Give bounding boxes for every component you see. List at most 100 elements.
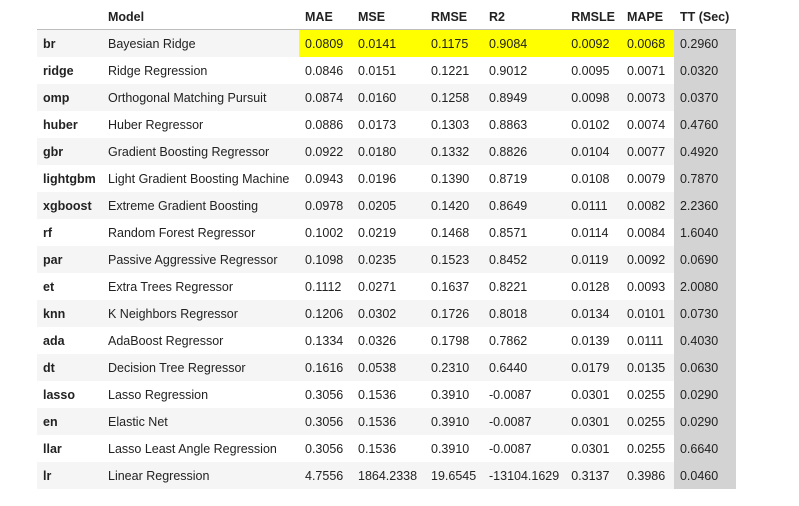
cell-rmsle: 0.0102 (571, 117, 610, 132)
cell-tt: 0.0730 (673, 300, 736, 327)
cell-rmse: 0.1390 (431, 171, 470, 186)
cell-mae: 0.1098 (299, 246, 352, 273)
cell-mse: 0.0141 (352, 29, 425, 57)
cell-rmse: 0.1726 (425, 300, 483, 327)
cell-mse: 1864.2338 (352, 462, 425, 489)
cell-tt: 0.4920 (673, 138, 736, 165)
cell-tt: 0.0290 (673, 408, 736, 435)
cell-r2: 0.6440 (483, 354, 566, 381)
header-model: Model (102, 4, 299, 30)
cell-mape: 0.0092 (620, 246, 674, 273)
cell-rmsle: 0.0301 (565, 408, 621, 435)
cell-tt: 0.0460 (673, 462, 736, 489)
header-index (37, 4, 102, 30)
cell-rmsle: 0.3137 (565, 462, 621, 489)
table-row: ada AdaBoost Regressor 0.1334 0.0326 0.1798 0… (37, 327, 736, 354)
cell-model: Linear Regression (102, 462, 299, 489)
cell-r2: 0.9084 (483, 29, 566, 57)
cell-rmse: 0.3910 (431, 387, 470, 402)
cell-model: Extra Trees Regressor (108, 279, 234, 294)
cell-r2: 0.8018 (483, 300, 566, 327)
cell-rmsle: 0.0134 (565, 300, 621, 327)
cell-idx: omp (37, 84, 102, 111)
cell-rmsle: 0.0139 (571, 333, 610, 348)
cell-idx: rf (43, 225, 53, 240)
cell-mse: 0.0235 (352, 246, 425, 273)
cell-idx: ada (43, 333, 65, 348)
cell-model: Lasso Least Angle Regression (108, 441, 277, 456)
cell-rmse: 0.1468 (431, 225, 470, 240)
cell-model: Gradient Boosting Regressor (102, 138, 299, 165)
cell-mae: 0.0943 (305, 171, 344, 186)
cell-rmse: 0.1303 (431, 117, 470, 132)
table-row: ridge Ridge Regression 0.0846 0.0151 0.1221 0… (37, 57, 736, 84)
cell-mse: 0.0219 (358, 225, 397, 240)
cell-rmsle: 0.0179 (565, 354, 621, 381)
header-rmsle: RMSLE (565, 4, 621, 30)
cell-rmse: 19.6545 (425, 462, 483, 489)
table-row: lasso Lasso Regression 0.3056 0.1536 0.3910 -… (37, 381, 736, 408)
cell-model: K Neighbors Regressor (102, 300, 299, 327)
table-row: llar Lasso Least Angle Regression 0.3056 0.… (37, 435, 736, 462)
cell-tt: 2.2360 (673, 192, 736, 219)
table-row: br Bayesian Ridge 0.0809 0.0141 0.1175 0.9084… (37, 29, 736, 57)
table-row: gbr Gradient Boosting Regressor 0.0922 0.01… (37, 138, 736, 165)
cell-rmse: 0.1420 (425, 192, 483, 219)
cell-tt: 0.4030 (673, 327, 736, 354)
cell-model: Extreme Gradient Boosting (102, 192, 299, 219)
cell-mae: 0.0874 (299, 84, 352, 111)
cell-model: Elastic Net (102, 408, 299, 435)
header-row: Model MAE MSE RMSE R2 RMSLE MAPE TT (Sec… (37, 4, 736, 30)
cell-mape: 0.0071 (626, 63, 666, 78)
cell-tt: 0.0290 (673, 381, 736, 408)
cell-r2: 0.8452 (483, 246, 566, 273)
cell-idx: par (37, 246, 102, 273)
cell-mape: 0.0079 (626, 171, 666, 186)
cell-mae: 4.7556 (299, 462, 352, 489)
header-mse: MSE (352, 4, 425, 30)
cell-mape: 0.0068 (620, 29, 674, 57)
cell-idx: dt (37, 354, 102, 381)
cell-mae: 0.0922 (299, 138, 352, 165)
cell-idx: xgboost (37, 192, 102, 219)
cell-mse: 0.0151 (358, 63, 397, 78)
cell-mae: 0.1002 (305, 225, 344, 240)
cell-mse: 0.0173 (358, 117, 397, 132)
cell-mape: 0.0255 (626, 387, 666, 402)
cell-rmsle: 0.0114 (571, 225, 609, 240)
cell-idx: ridge (43, 63, 74, 78)
table-row: par Passive Aggressive Regressor 0.1098 0.0… (37, 246, 736, 273)
header-mape: MAPE (620, 4, 674, 30)
cell-mae: 0.0809 (299, 29, 352, 57)
cell-model: Lasso Regression (108, 387, 209, 402)
cell-rmse: 0.1637 (431, 279, 470, 294)
cell-r2: 0.8826 (483, 138, 566, 165)
cell-rmse: 0.1523 (425, 246, 483, 273)
cell-rmsle: 0.0119 (565, 246, 621, 273)
cell-rmsle: 0.0092 (565, 29, 621, 57)
cell-rmse: 0.3910 (425, 408, 483, 435)
cell-mae: 0.3056 (305, 441, 344, 456)
cell-tt: 2.0080 (673, 273, 736, 300)
table-row: lr Linear Regression 4.7556 1864.2338 19.654… (37, 462, 736, 489)
cell-tt: 0.2960 (673, 29, 736, 57)
cell-mae: 0.1616 (299, 354, 352, 381)
cell-model: Passive Aggressive Regressor (102, 246, 299, 273)
header-rmse: RMSE (425, 4, 483, 30)
header-r2: R2 (483, 4, 566, 30)
table-row: lightgbm Light Gradient Boosting Machine 0… (37, 165, 736, 192)
cell-mse: 0.0302 (352, 300, 425, 327)
cell-rmse: 0.1221 (431, 63, 470, 78)
table-row: en Elastic Net 0.3056 0.1536 0.3910 -0.0087 0.… (37, 408, 736, 435)
cell-r2: -0.0087 (489, 441, 532, 456)
cell-tt: 0.0630 (673, 354, 736, 381)
cell-mape: 0.0077 (620, 138, 674, 165)
cell-tt: 1.6040 (673, 219, 736, 246)
table-row: rf Random Forest Regressor 0.1002 0.0219 0.1… (37, 219, 736, 246)
cell-model: Huber Regressor (108, 117, 204, 132)
table-row: et Extra Trees Regressor 0.1112 0.0271 0.163… (37, 273, 736, 300)
cell-mse: 0.1536 (358, 387, 397, 402)
cell-idx: en (37, 408, 102, 435)
cell-rmse: 0.1798 (431, 333, 470, 348)
cell-mape: 0.0255 (626, 441, 666, 456)
